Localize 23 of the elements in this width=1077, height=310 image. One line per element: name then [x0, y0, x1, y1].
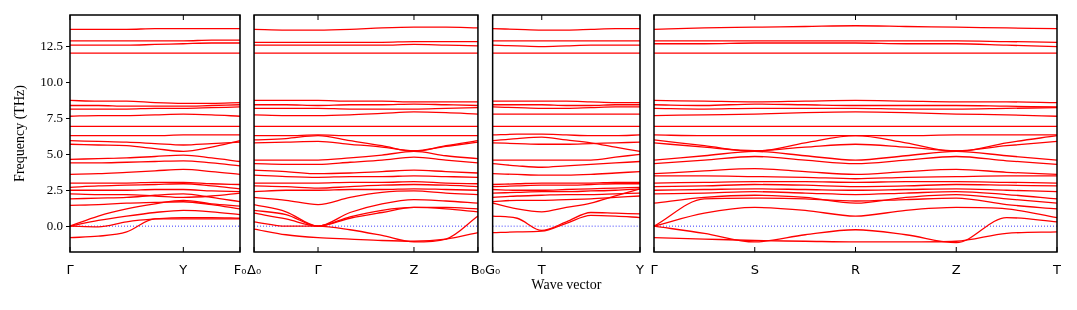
- x-tick-label: Γ: [66, 262, 75, 278]
- x-tick-label: T: [536, 262, 546, 278]
- x-axis-title: Wave vector: [531, 277, 602, 293]
- y-tick-label: 7.5: [46, 109, 63, 125]
- y-tick-label: 12.5: [40, 38, 63, 54]
- y-tick-label: 10.0: [40, 73, 63, 89]
- x-tick-label: Y: [178, 262, 188, 278]
- y-tick-label: 5.0: [46, 145, 63, 161]
- x-tick-label: Γ: [314, 262, 323, 278]
- y-axis-title: Frequency (THz): [12, 84, 29, 182]
- x-tick-label: Z: [951, 262, 961, 278]
- x-tick-label: F₀: [233, 262, 247, 278]
- x-tick-label: Z: [409, 262, 419, 278]
- x-tick-label: G₀: [484, 262, 501, 278]
- x-tick-label: Δ₀: [247, 262, 262, 278]
- y-tick-label: 2.5: [46, 181, 63, 197]
- x-tick-label: Γ: [650, 262, 659, 278]
- x-tick-label: S: [750, 262, 759, 278]
- x-tick-label: R: [850, 262, 861, 278]
- x-tick-label: B₀: [470, 262, 486, 278]
- x-tick-label: T: [1052, 262, 1062, 278]
- x-tick-label: Y: [635, 262, 645, 278]
- y-tick-label: 0.0: [46, 217, 63, 233]
